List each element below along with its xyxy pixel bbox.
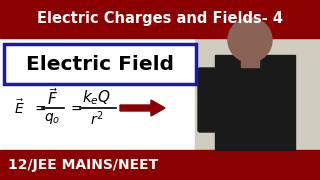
Bar xyxy=(215,55,295,150)
Text: $r^2$: $r^2$ xyxy=(90,110,104,128)
Circle shape xyxy=(228,18,272,62)
Text: Electric Field: Electric Field xyxy=(26,55,174,73)
FancyArrow shape xyxy=(120,100,165,116)
Text: 12/JEE MAINS/NEET: 12/JEE MAINS/NEET xyxy=(8,158,158,172)
FancyBboxPatch shape xyxy=(4,44,196,84)
Bar xyxy=(0,0,320,38)
Text: $=$: $=$ xyxy=(32,101,47,115)
Bar xyxy=(241,49,259,67)
Text: $\vec{E}$: $\vec{E}$ xyxy=(14,99,25,117)
Text: $q_o$: $q_o$ xyxy=(44,111,60,127)
Bar xyxy=(195,38,320,150)
Text: $=$: $=$ xyxy=(68,101,83,115)
Bar xyxy=(0,150,320,180)
Text: $k_e Q$: $k_e Q$ xyxy=(82,89,112,107)
Text: Electric Charges and Fields- 4: Electric Charges and Fields- 4 xyxy=(37,12,283,26)
FancyBboxPatch shape xyxy=(198,68,222,132)
Text: $\vec{F}$: $\vec{F}$ xyxy=(46,87,58,109)
